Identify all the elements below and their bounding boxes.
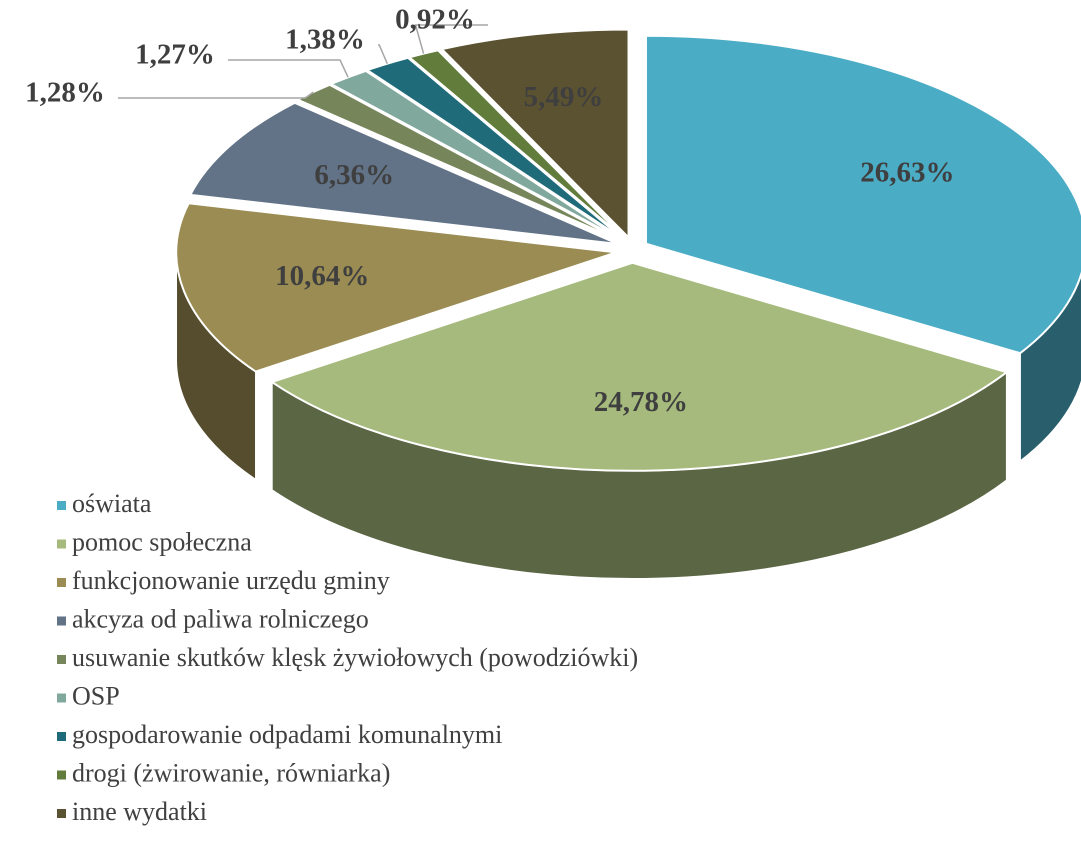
legend-label: usuwanie skutków klęsk żywiołowych (powo… — [72, 643, 638, 672]
legend-label: drogi (żwirowanie, równiarka) — [72, 758, 390, 787]
data-label: 1,28% — [25, 77, 105, 109]
legend-swatch — [57, 539, 66, 549]
legend-label: funkcjonowanie urzędu gminy — [72, 566, 390, 595]
data-label: 10,64% — [275, 260, 369, 292]
slice — [439, 28, 630, 240]
legend-swatch — [57, 616, 66, 626]
leader-line — [414, 24, 488, 54]
data-label: 1,27% — [135, 39, 215, 71]
slice — [175, 202, 617, 373]
legend-label: akcyza od paliwa rolniczego — [72, 604, 369, 633]
slice — [328, 69, 623, 241]
data-label: 24,78% — [594, 386, 688, 418]
data-label: 5,49% — [524, 81, 604, 113]
legend-swatch — [57, 693, 66, 703]
slice — [407, 49, 626, 240]
slice — [364, 56, 625, 241]
slice — [644, 34, 1081, 355]
legend-label: OSP — [72, 681, 120, 710]
legend-swatch — [57, 809, 66, 818]
data-label: 1,38% — [285, 24, 365, 56]
slice — [295, 83, 622, 242]
legend-label: inne wydatki — [72, 797, 207, 826]
data-label: 26,63% — [860, 157, 954, 189]
leader-line — [118, 91, 314, 99]
slice — [269, 261, 1009, 472]
leader-line — [378, 44, 388, 64]
legend-swatch — [57, 732, 66, 741]
legend-label: pomoc społeczna — [72, 527, 252, 556]
legend-swatch — [57, 501, 66, 510]
legend-label: gospodarowanie odpadami komunalnymi — [72, 720, 502, 749]
legend-swatch — [57, 578, 66, 587]
legend-swatch — [57, 655, 66, 664]
leader-line — [228, 59, 349, 78]
data-label: 6,36% — [314, 159, 394, 191]
legend-label: oświata — [72, 489, 152, 518]
slice — [188, 101, 619, 245]
legend-swatch — [57, 770, 66, 780]
data-label: 0,92% — [395, 4, 475, 36]
